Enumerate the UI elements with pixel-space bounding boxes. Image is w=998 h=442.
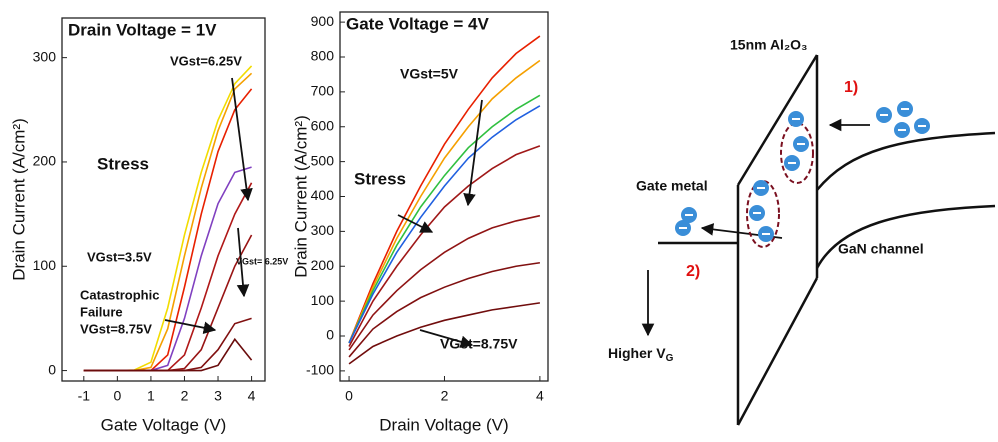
oxide-edge [736, 277, 819, 426]
annotation: VGst=6.25V [170, 53, 242, 68]
channel-label: GaN channel [838, 241, 924, 257]
y-tick-label: 600 [311, 117, 335, 133]
arrow [419, 329, 474, 348]
curve [348, 145, 541, 347]
x-tick-label: 2 [181, 388, 189, 404]
curve [83, 182, 253, 372]
higher-vg-label: Higher VG [608, 345, 674, 364]
y-tick-label: 300 [33, 48, 57, 64]
x-tick-label: 0 [113, 388, 121, 404]
curve [348, 59, 541, 344]
curve [348, 214, 541, 351]
y-tick-label: 800 [311, 48, 335, 64]
curve [348, 105, 541, 344]
annotation: Stress [97, 154, 149, 173]
step-label: 2) [686, 263, 700, 280]
oxide-label: 15nm Al₂O₃ [730, 37, 808, 53]
annotation: VGst=8.75V [440, 336, 518, 352]
x-tick-label: 0 [345, 388, 353, 404]
plot-frame [61, 17, 266, 382]
y-tick-label: -100 [306, 362, 334, 378]
arrow [164, 319, 217, 334]
y-tick-label: 100 [33, 257, 57, 273]
arrow [463, 99, 483, 207]
annotation: VGst=3.5V [87, 249, 152, 264]
y-tick-label: 0 [326, 327, 334, 343]
y-axis-label: Drain Current (A/cm²) [291, 115, 310, 277]
chart-title: Gate Voltage = 4V [346, 14, 489, 33]
y-tick-label: 0 [48, 361, 56, 377]
y-tick-label: 100 [311, 292, 335, 308]
arrow [397, 214, 434, 233]
x-tick-label: 4 [248, 388, 256, 404]
x-tick-label: -1 [78, 388, 91, 404]
conduction-band [816, 131, 996, 191]
curve [83, 337, 253, 372]
chart-title: Drain Voltage = 1V [68, 20, 217, 39]
x-tick-label: 1 [147, 388, 155, 404]
band-diagram [641, 54, 996, 426]
annotation: Catastrophic [80, 287, 159, 302]
annotation: VGst= 6.25V [236, 256, 288, 266]
valence-band [815, 204, 996, 269]
curve [348, 35, 541, 344]
trap-region [746, 180, 780, 248]
oxide-edge [736, 54, 819, 186]
annotation: Stress [354, 169, 406, 188]
x-axis-label: Drain Voltage (V) [379, 415, 508, 434]
y-tick-label: 200 [311, 257, 335, 273]
y-tick-label: 700 [311, 83, 335, 99]
y-axis-label: Drain Current (A/cm²) [9, 118, 28, 280]
curve [348, 94, 541, 344]
annotation: VGst=5V [400, 66, 459, 82]
y-tick-label: 500 [311, 152, 335, 168]
x-tick-label: 3 [214, 388, 222, 404]
arrow [231, 77, 253, 202]
y-tick-label: 200 [33, 153, 57, 169]
curve [348, 261, 541, 358]
y-tick-label: 900 [311, 13, 335, 29]
x-tick-label: 2 [441, 388, 449, 404]
annotation: VGst=8.75V [80, 321, 152, 336]
curve [83, 166, 252, 372]
y-tick-label: 400 [311, 187, 335, 203]
y-tick-label: 300 [311, 222, 335, 238]
gate-metal-label: Gate metal [636, 178, 708, 194]
arrow [236, 227, 250, 298]
step-label: 1) [844, 79, 858, 96]
x-axis-label: Gate Voltage (V) [101, 415, 227, 434]
electrons [675, 101, 930, 242]
annotation: Failure [80, 304, 123, 319]
x-tick-label: 4 [536, 388, 544, 404]
curve [348, 302, 541, 365]
trap-region [780, 122, 814, 184]
